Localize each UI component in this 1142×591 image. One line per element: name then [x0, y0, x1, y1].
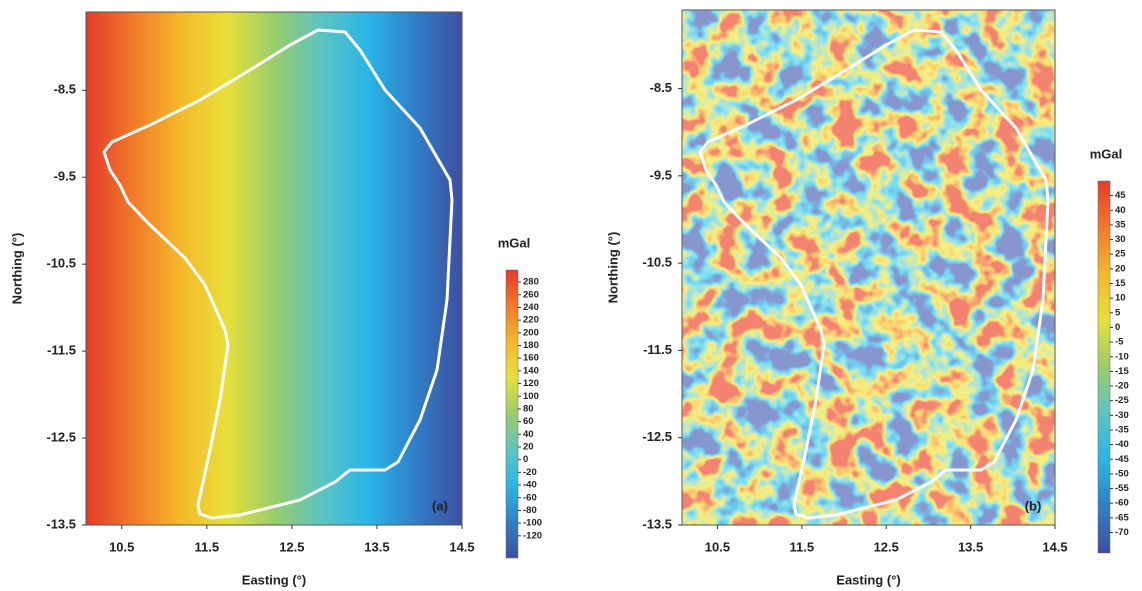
- y-axis-title: Northing (°): [9, 233, 24, 305]
- y-tick-label: -11.5: [47, 343, 76, 358]
- x-tick-label: 11.5: [194, 539, 219, 554]
- colorbar-tick-label: -60: [523, 492, 537, 503]
- colorbar-tick-label: -40: [523, 480, 537, 491]
- plot-frame: [681, 9, 1056, 526]
- colorbar-tick-label: -80: [523, 505, 537, 516]
- colorbar-tick-label: -25: [1115, 395, 1129, 406]
- x-tick-label: 14.5: [449, 539, 474, 554]
- y-tick-label: -9.5: [54, 169, 76, 184]
- colorbar-tick-label: -5: [1115, 337, 1124, 348]
- field: [86, 12, 462, 525]
- panel-label: (b): [1025, 498, 1042, 513]
- colorbar-tick-label: 20: [523, 442, 534, 453]
- x-tick-label: 12.5: [874, 539, 899, 554]
- colorbar-tick-label: 280: [523, 277, 539, 288]
- y-tick-label: -11.5: [643, 342, 672, 357]
- colorbar: [1097, 180, 1111, 554]
- plot-frame: [85, 11, 463, 526]
- x-tick-label: 10.5: [705, 539, 730, 554]
- colorbar: [505, 269, 519, 559]
- x-tick-label: 13.5: [364, 539, 389, 554]
- colorbar-tick-label: -40: [1115, 439, 1129, 450]
- colorbar-tick-label: 100: [523, 391, 539, 402]
- panel-label: (a): [432, 498, 448, 513]
- y-axis-title: Northing (°): [605, 232, 620, 304]
- colorbar-tick-label: 220: [523, 315, 539, 326]
- colorbar-tick-label: -10: [1115, 351, 1129, 362]
- x-tick-label: 11.5: [790, 539, 815, 554]
- colorbar-tick-label: 40: [523, 429, 534, 440]
- colorbar-tick-label: 200: [523, 327, 539, 338]
- colorbar-title: mGal: [1090, 146, 1123, 161]
- x-tick-label: 12.5: [279, 539, 304, 554]
- x-axis-title: Easting (°): [242, 572, 306, 587]
- y-tick-label: -10.5: [46, 256, 76, 271]
- colorbar-tick-label: -55: [1115, 483, 1129, 494]
- x-tick-label: 14.5: [1042, 539, 1067, 554]
- colorbar-tick-label: -35: [1115, 424, 1129, 435]
- boundary-outline: [102, 28, 454, 520]
- colorbar-tick-label: -120: [523, 530, 542, 541]
- x-tick-label: 13.5: [958, 539, 983, 554]
- colorbar-tick-label: 5: [1115, 307, 1121, 318]
- y-tick-label: -9.5: [650, 167, 672, 182]
- x-axis-title: Easting (°): [836, 572, 900, 587]
- colorbar-tick-label: 60: [523, 416, 534, 427]
- y-tick-label: -12.5: [642, 429, 672, 444]
- y-tick-label: -13.5: [642, 516, 672, 531]
- colorbar-tick-label: -45: [1115, 454, 1129, 465]
- y-tick-label: -10.5: [642, 255, 672, 270]
- field: [682, 10, 1055, 525]
- colorbar-tick-label: 10: [1115, 293, 1126, 304]
- colorbar-tick-label: 260: [523, 289, 539, 300]
- colorbar-tick-label: -70: [1115, 527, 1129, 538]
- colorbar-tick-label: 20: [1115, 263, 1126, 274]
- y-tick-label: -12.5: [46, 429, 76, 444]
- y-tick-label: -13.5: [46, 516, 76, 531]
- colorbar-tick-label: 15: [1115, 278, 1126, 289]
- colorbar-tick-label: 160: [523, 353, 539, 364]
- colorbar-tick-label: 25: [1115, 249, 1126, 260]
- colorbar-tick-label: 180: [523, 340, 539, 351]
- colorbar-tick-label: 240: [523, 302, 539, 313]
- colorbar-tick-label: -15: [1115, 366, 1129, 377]
- colorbar-tick-label: -30: [1115, 410, 1129, 421]
- x-tick-label: 10.5: [109, 539, 134, 554]
- colorbar-tick-label: -50: [1115, 468, 1129, 479]
- colorbar-tick-label: 140: [523, 365, 539, 376]
- colorbar-tick-label: -20: [523, 467, 537, 478]
- colorbar-tick-label: -100: [523, 518, 542, 529]
- colorbar-tick-label: 0: [1115, 322, 1120, 333]
- colorbar-tick-label: 35: [1115, 219, 1126, 230]
- colorbar-tick-label: 80: [523, 403, 534, 414]
- colorbar-tick-label: -65: [1115, 512, 1129, 523]
- colorbar-tick-label: 120: [523, 378, 539, 389]
- y-tick-label: -8.5: [650, 80, 672, 95]
- colorbar-title: mGal: [498, 235, 531, 250]
- colorbar-tick-label: 0: [523, 454, 528, 465]
- y-tick-label: -8.5: [54, 82, 76, 97]
- colorbar-tick-label: -20: [1115, 381, 1129, 392]
- boundary-outline: [698, 28, 1050, 520]
- colorbar-tick-label: -60: [1115, 498, 1129, 509]
- colorbar-tick-label: 30: [1115, 234, 1126, 245]
- colorbar-tick-label: 40: [1115, 205, 1126, 216]
- colorbar-tick-label: 45: [1115, 190, 1126, 201]
